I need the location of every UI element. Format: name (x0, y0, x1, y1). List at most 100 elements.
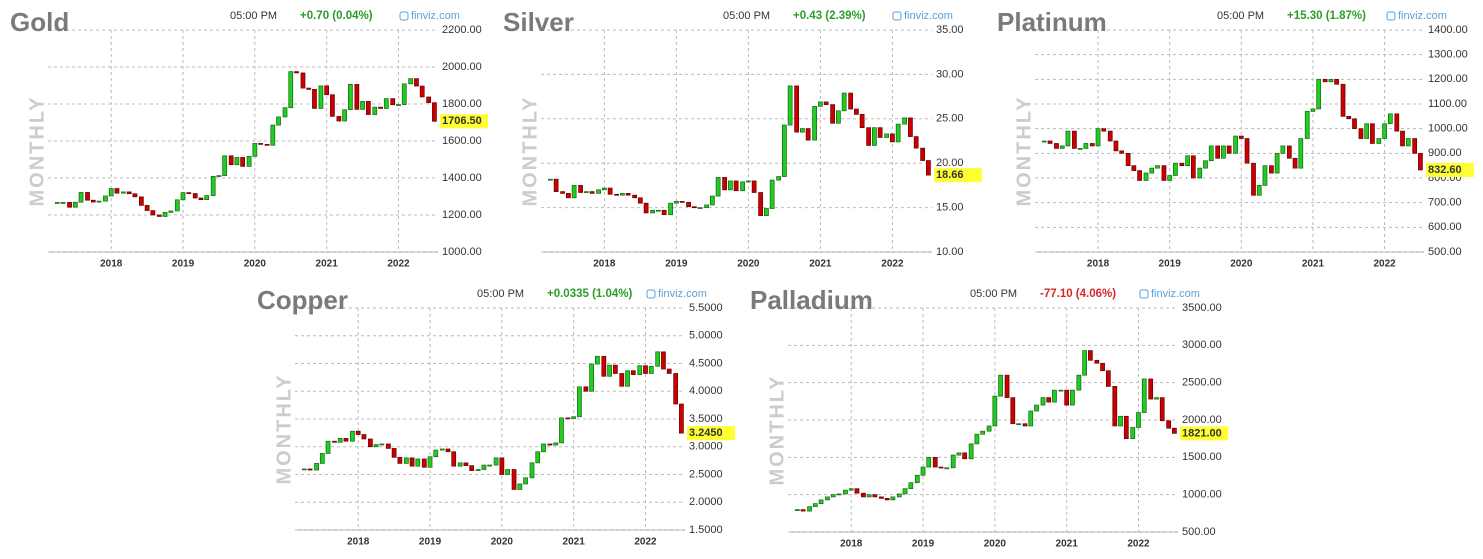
candle (861, 492, 866, 498)
x-tick-label: 2018 (347, 537, 370, 548)
candle (805, 128, 811, 141)
chart-title: Copper (257, 285, 348, 315)
source-label: finviz.com (658, 288, 707, 300)
candle (432, 102, 437, 122)
candle (926, 456, 932, 468)
candle (1065, 130, 1071, 147)
candle (648, 365, 654, 374)
candle (938, 466, 944, 469)
last-price-label: 832.60 (1428, 164, 1462, 176)
candle (409, 457, 415, 467)
candle (1105, 370, 1111, 387)
candle (1412, 138, 1418, 154)
candle (679, 201, 685, 203)
y-tick-label: 5.5000 (689, 302, 723, 314)
candle (108, 188, 114, 197)
candle (1316, 78, 1322, 110)
side-label: MONTHLY (519, 95, 541, 206)
y-tick-label: 1200.00 (1428, 73, 1468, 85)
candle (529, 462, 535, 479)
candle (350, 430, 355, 442)
candle (1172, 427, 1177, 434)
candle (602, 187, 607, 191)
change-label: +15.30 (1.87%) (1287, 10, 1366, 22)
y-tick-label: 2.0000 (689, 496, 723, 508)
candle (553, 178, 559, 192)
x-tick-label: 2019 (912, 539, 935, 550)
candle (1046, 397, 1052, 403)
candle (240, 157, 246, 167)
time-label: 05:00 PM (970, 288, 1017, 300)
candle (1118, 415, 1123, 427)
candle (825, 496, 830, 501)
y-tick-label: 3.5000 (689, 413, 723, 425)
candle (301, 468, 307, 471)
candle (337, 438, 343, 443)
candle (619, 373, 625, 387)
candle (132, 193, 138, 198)
candle (877, 127, 883, 138)
candle (180, 192, 186, 201)
candle (848, 92, 853, 110)
candle (1088, 350, 1093, 361)
y-tick-label: 4.0000 (689, 385, 723, 397)
y-tick-label: 1600.00 (442, 135, 482, 147)
candle (1358, 128, 1364, 139)
x-tick-label: 2020 (244, 259, 267, 270)
candle (673, 373, 679, 405)
candle (686, 201, 691, 208)
candle (330, 94, 335, 117)
candle (1208, 145, 1214, 162)
candle (596, 189, 601, 194)
candle (403, 457, 409, 464)
candle (1034, 404, 1039, 412)
candle (974, 433, 980, 445)
candle (1107, 130, 1113, 142)
candle (1058, 389, 1064, 392)
candle (638, 197, 643, 204)
candle (1221, 145, 1226, 159)
y-tick-label: 500.00 (1428, 246, 1462, 258)
candle (1004, 374, 1010, 398)
candle (78, 192, 84, 203)
candle (210, 175, 216, 196)
candle (96, 200, 102, 203)
candle (1304, 111, 1310, 139)
candle (499, 457, 505, 475)
candle (445, 448, 451, 453)
y-tick-label: 15.00 (936, 202, 964, 214)
candle (1215, 145, 1221, 159)
candle (1244, 138, 1250, 164)
candle (1185, 155, 1190, 167)
candle (764, 208, 769, 216)
y-tick-label: 1800.00 (442, 98, 482, 110)
y-tick-label: 500.00 (1182, 526, 1216, 538)
candle (114, 188, 120, 194)
candle (318, 85, 324, 109)
candle (560, 191, 565, 194)
candle (1070, 389, 1075, 406)
chart-panel: 500.00600.00700.00800.00900.001000.00110… (997, 7, 1474, 270)
candle (258, 143, 263, 145)
candle (1328, 78, 1334, 83)
candle (1310, 108, 1316, 112)
source-label: finviz.com (411, 10, 460, 22)
candle (1143, 172, 1149, 181)
candle (1262, 165, 1268, 186)
candle (419, 85, 425, 98)
last-price-box (687, 426, 735, 441)
x-tick-label: 2021 (809, 259, 832, 270)
candle (1010, 397, 1016, 425)
candle (368, 438, 373, 448)
candle (162, 212, 168, 217)
candle (715, 177, 721, 197)
candle (769, 179, 775, 209)
candle (697, 207, 703, 209)
candle (67, 202, 72, 208)
last-price-label: 1821.00 (1182, 427, 1222, 439)
candle (348, 84, 353, 111)
candle (890, 133, 895, 143)
candle (547, 443, 553, 446)
last-price-box (440, 114, 488, 129)
candle (426, 96, 432, 104)
